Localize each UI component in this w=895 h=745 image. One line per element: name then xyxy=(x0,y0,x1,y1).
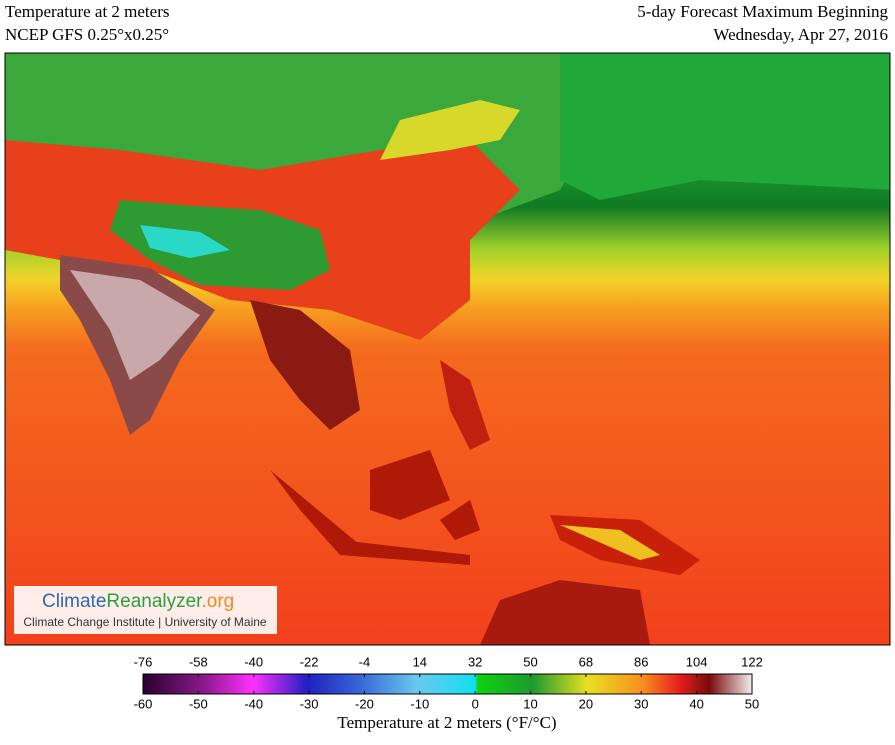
logo-name: ClimateReanalyzer.org xyxy=(42,591,234,612)
fahrenheit-tick-label: 32 xyxy=(468,654,482,669)
subtitle-left: NCEP GFS 0.25°x0.25° xyxy=(5,25,169,44)
celsius-tick-label: 30 xyxy=(634,696,648,711)
celsius-tick-label: -20 xyxy=(355,696,374,711)
logo-box xyxy=(14,586,277,634)
fahrenheit-tick-label: -76 xyxy=(134,654,153,669)
celsius-tick-label: 0 xyxy=(472,696,479,711)
fahrenheit-tick-label: 68 xyxy=(579,654,593,669)
celsius-tick-label: -30 xyxy=(300,696,319,711)
logo-part: Climate xyxy=(42,591,106,612)
fahrenheit-tick-label: -58 xyxy=(189,654,208,669)
title-left: Temperature at 2 meters xyxy=(5,2,169,21)
celsius-tick-label: -10 xyxy=(410,696,429,711)
celsius-tick-label: 40 xyxy=(689,696,703,711)
fahrenheit-tick-label: -22 xyxy=(300,654,319,669)
colorbar-label: Temperature at 2 meters (°F/°C) xyxy=(337,713,556,732)
celsius-tick-label: -50 xyxy=(189,696,208,711)
fahrenheit-tick-label: 86 xyxy=(634,654,648,669)
celsius-tick-label: -60 xyxy=(134,696,153,711)
fahrenheit-tick-label: -4 xyxy=(359,654,371,669)
subtitle-right: Wednesday, Apr 27, 2016 xyxy=(713,25,888,44)
celsius-tick-label: -40 xyxy=(244,696,263,711)
fahrenheit-tick-label: -40 xyxy=(244,654,263,669)
logo-subtitle: Climate Change Institute | University of… xyxy=(23,615,267,629)
celsius-tick-label: 10 xyxy=(523,696,537,711)
map-frame xyxy=(4,52,891,646)
fahrenheit-tick-label: 14 xyxy=(413,654,427,669)
logo-part: .org xyxy=(201,591,234,612)
fahrenheit-tick-label: 104 xyxy=(686,654,708,669)
map xyxy=(5,53,890,645)
title-right: 5-day Forecast Maximum Beginning xyxy=(637,2,888,21)
celsius-tick-label: 20 xyxy=(579,696,593,711)
colorbar xyxy=(142,673,753,695)
logo-part: Reanalyzer xyxy=(106,591,203,612)
fahrenheit-tick-label: 50 xyxy=(523,654,537,669)
fahrenheit-tick-label: 122 xyxy=(741,654,763,669)
celsius-tick-label: 50 xyxy=(745,696,759,711)
